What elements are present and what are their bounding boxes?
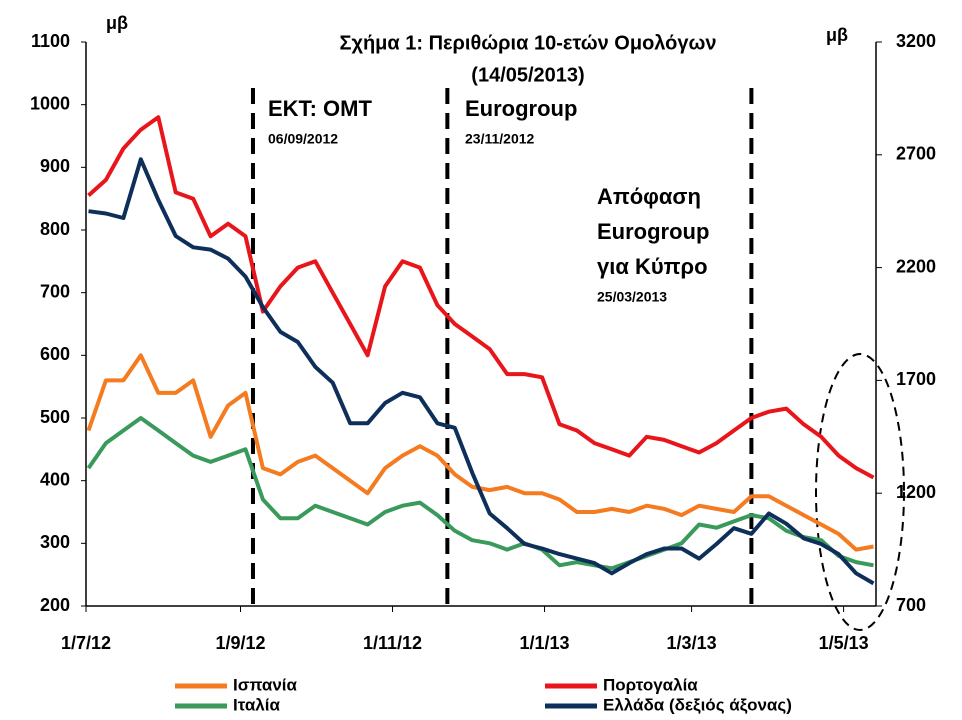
y2-tick-label: 1700 [896,369,936,389]
y-tick-label: 700 [40,281,70,301]
y-tick-label: 1100 [31,31,70,51]
y2-tick-label: 2700 [896,144,936,164]
y-tick-label: 1000 [30,93,70,113]
chart-title: Σχήμα 1: Περιθώρια 10-ετών Ομολόγων [339,32,716,54]
y2-tick-label: 1200 [896,482,936,502]
series-line [86,416,874,571]
y-tick-label: 300 [40,532,70,552]
y-tick-label: 200 [40,595,70,615]
legend-label: Πορτογαλία [603,675,698,694]
y2-tick-label: 700 [896,595,926,615]
y-tick-label: 900 [40,156,70,176]
annotation-text: ΕΚΤ: ΟΜΤ [268,96,372,121]
annotation-date: 25/03/2013 [597,289,667,305]
legend-label: Ισπανία [233,675,298,694]
series-line [87,115,875,480]
y-tick-label: 800 [40,219,70,239]
x-tick-label: 1/7/12 [61,633,111,653]
x-tick-label: 1/1/13 [520,633,570,653]
annotation-text: για Κύπρο [597,254,708,279]
x-tick-label: 1/11/12 [363,633,422,653]
annotation-text: Απόφαση [597,184,701,209]
annotation-date: 23/11/2012 [465,131,535,147]
series-line [86,353,874,552]
chart-subtitle: (14/05/2013) [471,64,584,86]
y2-tick-label: 2200 [896,256,936,276]
highlight-ellipse [815,353,905,631]
x-tick-label: 1/5/13 [819,633,869,653]
annotation-date: 06/09/2012 [268,131,338,147]
y-tick-label: 500 [40,407,70,427]
y2-axis-unit: μβ [826,25,848,45]
x-tick-label: 1/9/12 [215,633,265,653]
y2-tick-label: 3200 [896,31,936,51]
legend-label: Ιταλία [233,695,280,714]
y-tick-label: 600 [40,344,70,364]
annotation-text: Eurogroup [465,96,577,121]
y-axis-unit: μβ [106,13,128,33]
x-tick-label: 1/3/13 [667,633,717,653]
annotation-text: Eurogroup [597,219,709,244]
series-line [88,157,875,586]
legend-label: Ελλάδα (δεξιός άξονας) [603,695,792,714]
y-tick-label: 400 [40,469,70,489]
